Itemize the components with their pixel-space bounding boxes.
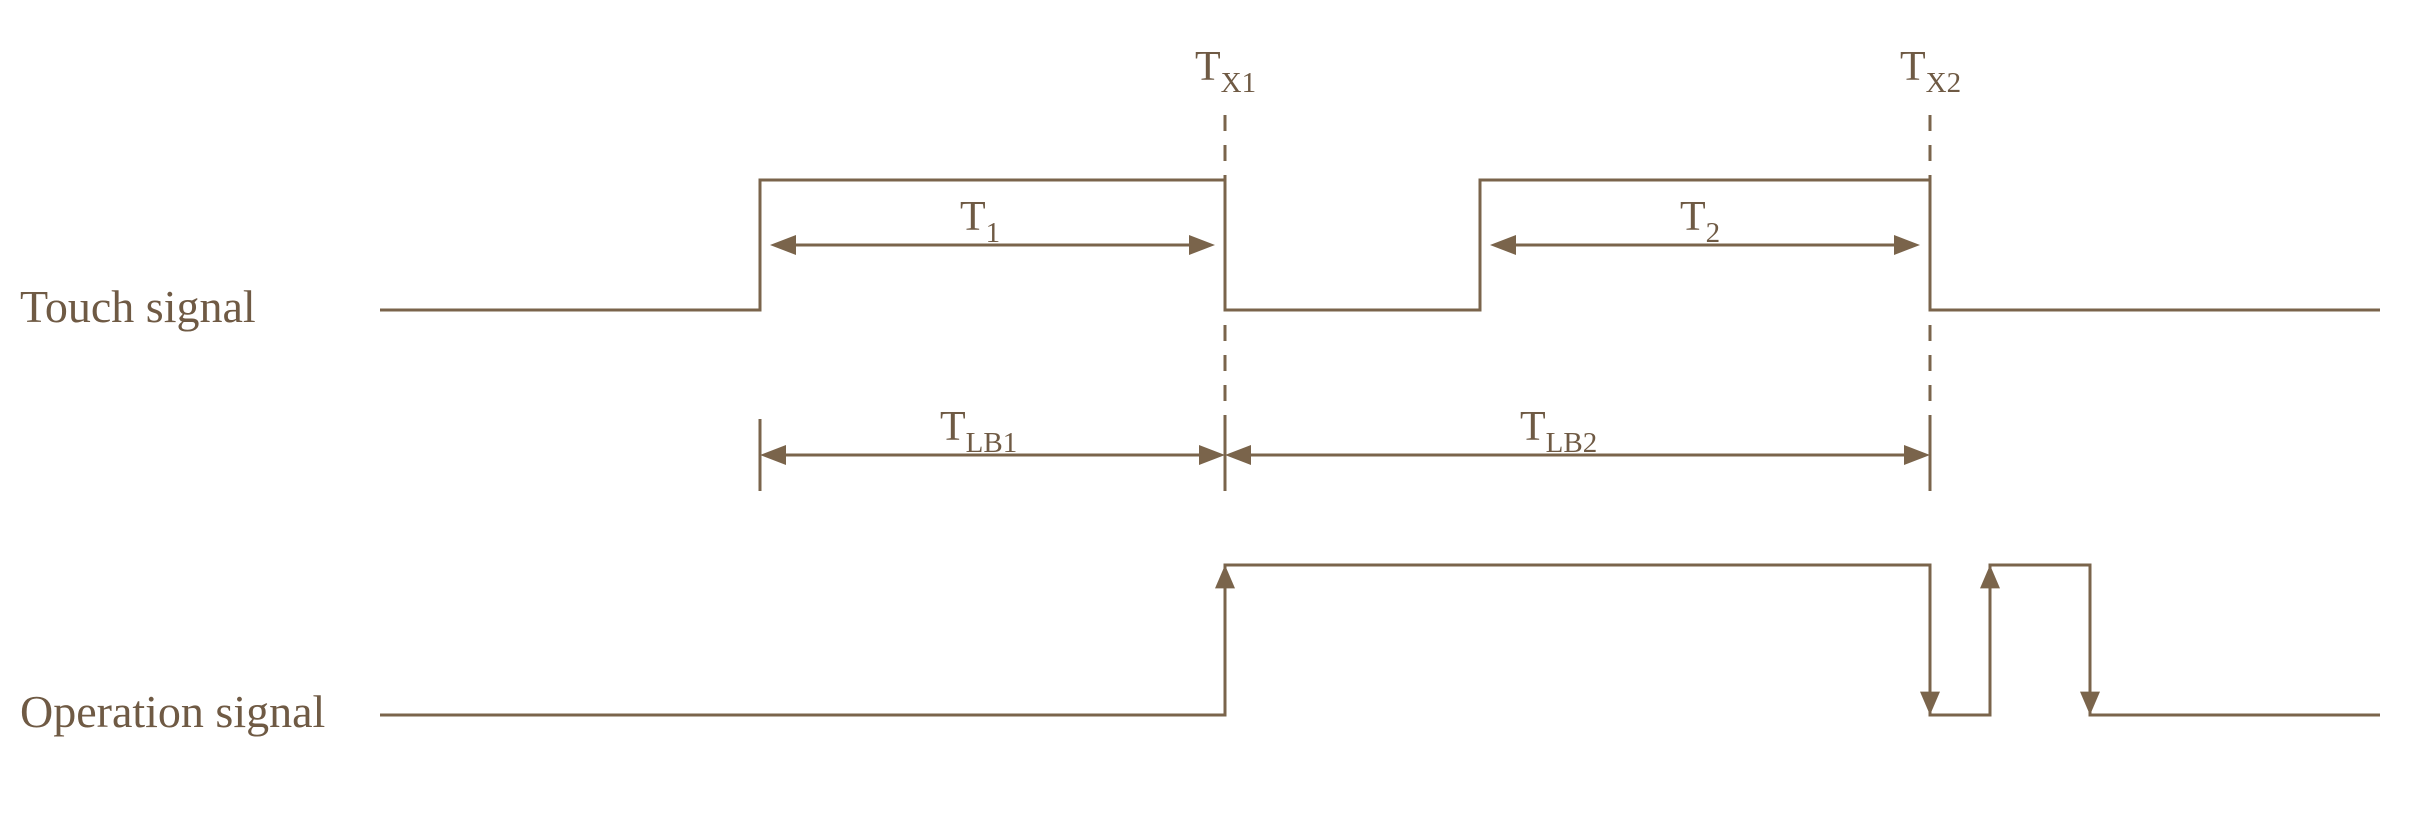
arrowhead-icon: [1490, 235, 1516, 255]
edge-down-arrow-icon: [1920, 692, 1940, 715]
arrowhead-icon: [1189, 235, 1215, 255]
arrowhead-icon: [1199, 445, 1225, 465]
timing-annotation-label: TLB2: [1520, 404, 1597, 459]
operation-row-label: Operation signal: [20, 686, 325, 737]
arrowhead-icon: [1894, 235, 1920, 255]
edge-up-arrow-icon: [1980, 565, 2000, 588]
operation-waveform: [380, 565, 2380, 715]
touch-waveform: [380, 180, 2380, 310]
edge-down-arrow-icon: [2080, 692, 2100, 715]
arrowhead-icon: [760, 445, 786, 465]
timing-annotation-label: T2: [1680, 194, 1720, 249]
arrowhead-icon: [1225, 445, 1251, 465]
arrowhead-icon: [1904, 445, 1930, 465]
timing-diagram: Touch signal Operation signal TX1 TX2 T1 T2 TL…: [0, 0, 2423, 814]
edge-up-arrow-icon: [1215, 565, 1235, 588]
timing-annotation-label: T1: [960, 194, 1000, 249]
touch-row-label: Touch signal: [20, 281, 256, 332]
timing-annotation-label: TLB1: [940, 404, 1017, 459]
arrowhead-icon: [770, 235, 796, 255]
timing-annotation-label: TX1: [1195, 44, 1256, 99]
timing-annotation-label: TX2: [1900, 44, 1961, 99]
